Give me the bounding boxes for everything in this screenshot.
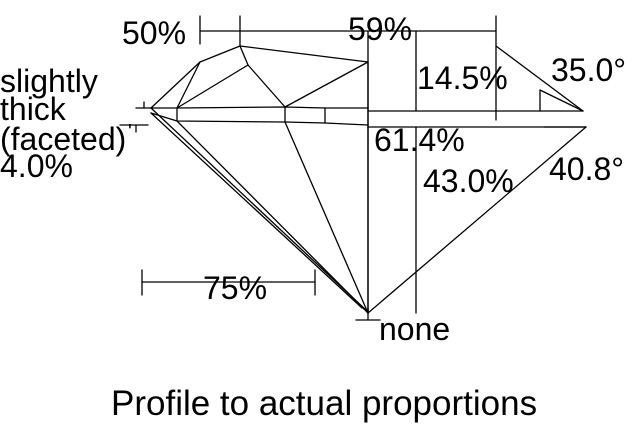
svg-text:59%: 59% xyxy=(348,11,412,47)
svg-text:75%: 75% xyxy=(203,270,267,306)
svg-text:50%: 50% xyxy=(122,15,186,51)
svg-text:14.5%: 14.5% xyxy=(417,60,508,96)
svg-text:none: none xyxy=(379,311,450,347)
svg-text:61.4%: 61.4% xyxy=(374,122,465,158)
svg-text:40.8°: 40.8° xyxy=(549,151,624,187)
svg-text:43.0%: 43.0% xyxy=(423,163,514,199)
svg-text:': ' xyxy=(128,121,132,143)
svg-text:35.0°: 35.0° xyxy=(551,52,626,88)
svg-text:Profile to actual proportions: Profile to actual proportions xyxy=(111,384,537,423)
svg-text:4.0%: 4.0% xyxy=(0,148,73,184)
